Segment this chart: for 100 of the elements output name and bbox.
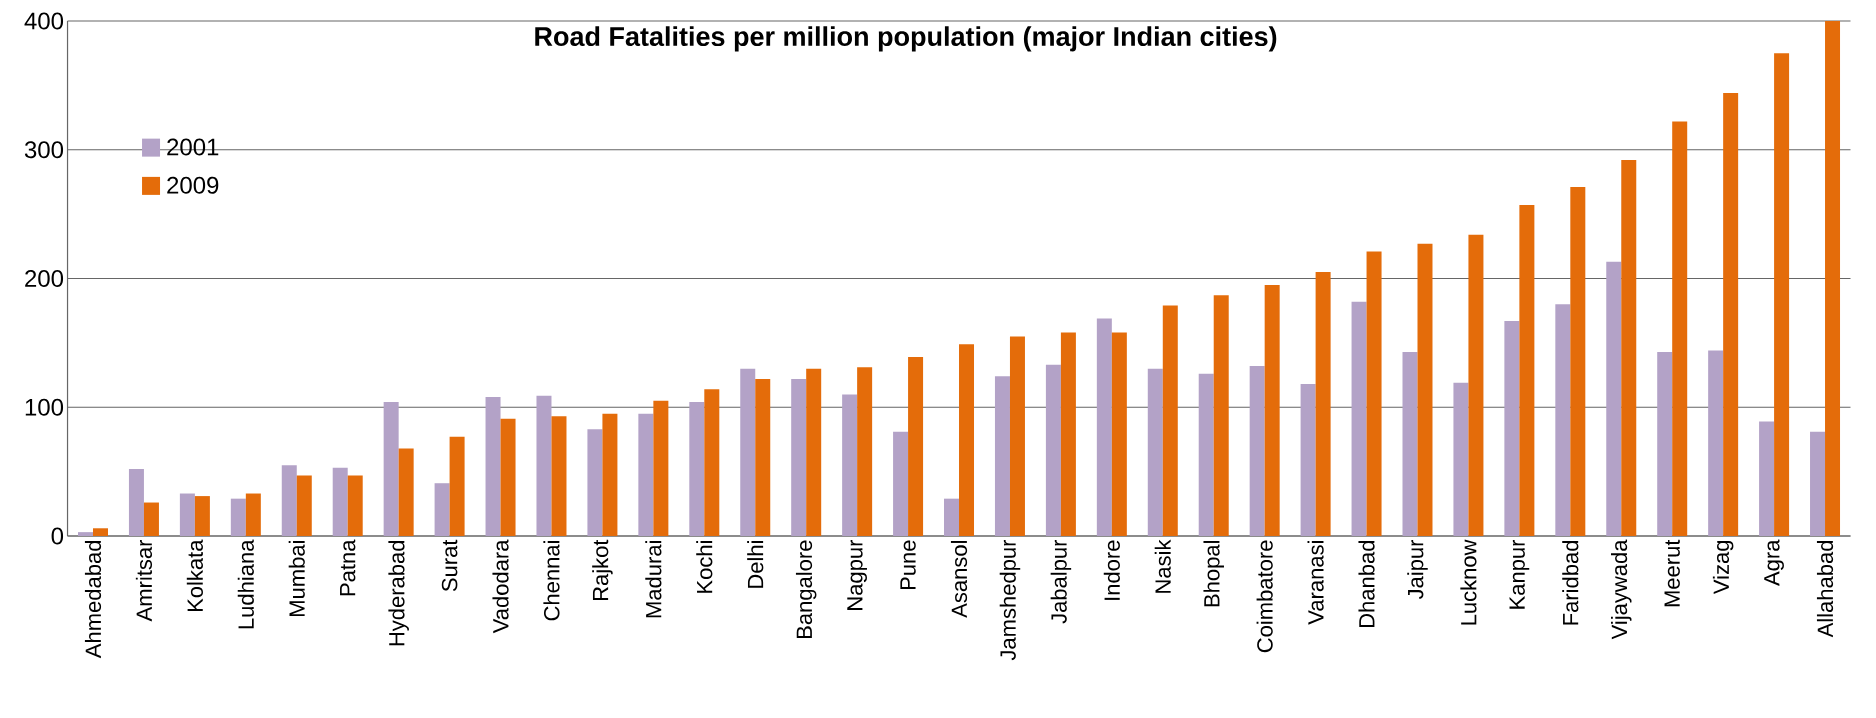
x-tick-label: Jamshedpur <box>999 539 1021 661</box>
x-tick-label: Rajkot <box>592 539 613 601</box>
bar <box>944 498 960 536</box>
bar <box>143 502 159 536</box>
bar <box>1672 121 1688 536</box>
x-tick-label: Meerut <box>1664 539 1680 607</box>
bar <box>1147 368 1163 536</box>
bar <box>1264 284 1280 536</box>
bar <box>551 416 567 536</box>
x-tick-label: Dhanbad <box>1358 540 1375 628</box>
x-tick-label: Chennai <box>543 541 560 621</box>
bar <box>434 483 450 536</box>
x-tick-label: Vijaywada <box>1611 539 1632 640</box>
bar <box>689 402 705 536</box>
bar <box>1453 382 1469 536</box>
bar <box>93 528 108 536</box>
bar <box>1759 421 1775 536</box>
bar <box>230 498 246 536</box>
x-tick-label: Bhopal <box>1203 541 1224 607</box>
x-tick-label: Kolkata <box>186 539 203 612</box>
bar <box>383 402 399 536</box>
bar <box>1774 53 1790 536</box>
bar <box>1708 350 1724 536</box>
bar <box>806 368 822 536</box>
x-tick-label: Hyderabad <box>388 540 409 646</box>
bar <box>332 467 348 536</box>
bar <box>1366 251 1382 536</box>
bar <box>602 413 618 536</box>
bar <box>347 475 363 536</box>
bar <box>485 396 501 536</box>
x-tick-label: Bangalore <box>795 540 817 639</box>
x-tick-label: Kanpur <box>1509 539 1530 609</box>
y-tick-label: 200 <box>25 270 64 287</box>
bar <box>78 532 93 536</box>
bar <box>1096 318 1112 536</box>
bar <box>1606 261 1622 536</box>
x-tick-label: Ahmedabad <box>84 540 102 659</box>
bar <box>1657 351 1673 536</box>
bar <box>1060 332 1076 536</box>
bar <box>893 431 909 536</box>
x-tick-label: Vadodara <box>492 539 509 634</box>
x-tick-label: Mumbai <box>288 541 305 616</box>
x-tick-label: Jabalpur <box>1050 539 1072 624</box>
x-tick-label: Faridbad <box>1562 540 1579 625</box>
bar <box>1402 351 1418 536</box>
x-tick-label: Nagpur <box>847 539 867 610</box>
bar <box>1810 431 1826 536</box>
bar <box>1519 205 1535 536</box>
bar <box>179 493 195 536</box>
bar <box>1315 272 1331 536</box>
y-tick-label: 0 <box>51 527 64 545</box>
bar <box>1555 304 1571 536</box>
bar <box>281 465 297 536</box>
bar <box>1009 336 1025 536</box>
bar <box>704 389 720 536</box>
x-tick-label: Delhi <box>747 541 764 588</box>
y-tick-label: 100 <box>25 398 64 416</box>
legend-label: 2001 <box>167 138 219 156</box>
bar <box>1468 234 1484 536</box>
bar <box>857 367 873 536</box>
bar <box>959 344 975 536</box>
y-tick-label: 300 <box>24 141 64 159</box>
bar <box>587 429 603 536</box>
bar <box>245 493 261 536</box>
x-tick-label: Ludhiana <box>237 539 254 629</box>
x-tick-label: Varanasi <box>1307 541 1324 625</box>
bar <box>1045 364 1061 536</box>
bar <box>994 376 1010 536</box>
bar <box>1300 384 1316 536</box>
chart-title: Road Fatalities per million population (major Indian cities) <box>535 26 1277 52</box>
bar <box>1504 320 1520 536</box>
bar <box>842 394 858 536</box>
bar <box>1249 366 1265 536</box>
bar <box>1570 187 1586 536</box>
bar <box>1825 21 1841 536</box>
bar <box>500 418 516 536</box>
x-tick-label: Allahabad <box>1816 540 1834 638</box>
x-tick-label: Patna <box>340 539 356 596</box>
legend-label: 2009 <box>167 176 219 194</box>
bar <box>1351 301 1367 536</box>
bar <box>1198 373 1214 536</box>
x-tick-label: Indore <box>1103 540 1120 600</box>
x-tick-label: Kochi <box>696 541 713 593</box>
x-tick-label: Coimbatore <box>1256 540 1273 653</box>
bar <box>1621 160 1637 536</box>
x-tick-label: Lucknow <box>1460 539 1477 625</box>
x-tick-label: Jaipur <box>1407 539 1428 600</box>
y-tick-label: 400 <box>24 12 64 30</box>
bar <box>296 475 312 536</box>
bar <box>1111 332 1127 536</box>
x-tick-label: Madurai <box>645 541 662 618</box>
bar <box>653 400 669 536</box>
x-tick-label: Vizag <box>1712 540 1734 595</box>
x-tick-label: Pune <box>900 540 916 590</box>
bar <box>536 395 552 536</box>
bar <box>194 496 210 536</box>
bar <box>128 469 144 536</box>
bar <box>1162 305 1178 536</box>
bar <box>1417 243 1433 536</box>
bar <box>791 378 807 536</box>
